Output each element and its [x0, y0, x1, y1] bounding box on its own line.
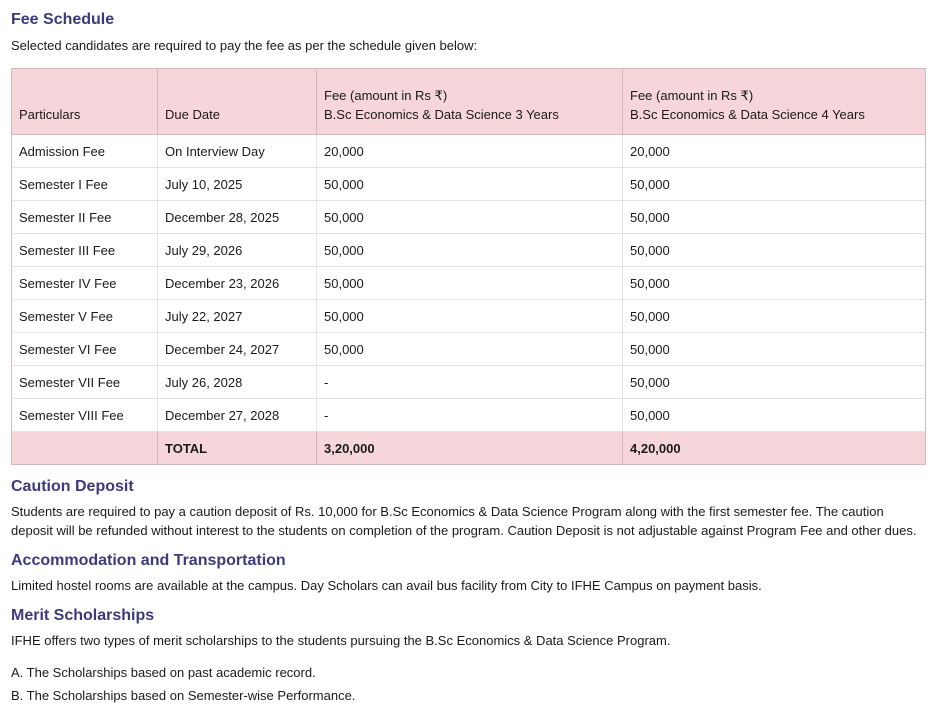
cell-fee-4yr: 50,000 [622, 167, 926, 201]
cell-fee-3yr: 50,000 [316, 233, 623, 267]
cell-fee-4yr: 50,000 [622, 233, 926, 267]
merit-scholarships-heading: Merit Scholarships [11, 607, 155, 624]
header-fee-3yr: Fee (amount in Rs ₹) B.Sc Economics & Dat… [316, 68, 623, 135]
merit-scholarships-text: IFHE offers two types of merit scholarsh… [11, 633, 671, 648]
cell-fee-3yr: 50,000 [316, 266, 623, 300]
cell-due-date: On Interview Day [157, 134, 317, 168]
table-row: Semester IV Fee December 23, 2026 50,000 50… [11, 266, 926, 300]
cell-fee-3yr: 50,000 [316, 200, 623, 234]
table-header-row: Particulars Due Date Fee (amount in Rs ₹… [11, 68, 926, 135]
table-row: Semester VI Fee December 24, 2027 50,000 50… [11, 332, 926, 366]
header-fee-4yr: Fee (amount in Rs ₹) B.Sc Economics & Dat… [622, 68, 926, 135]
cell-fee-4yr: 50,000 [622, 398, 926, 432]
table-row: Admission Fee On Interview Day 20,000 20,00… [11, 134, 926, 168]
cell-due-date: December 24, 2027 [157, 332, 317, 366]
header-program-3yr: B.Sc Economics & Data Science 3 Years [324, 107, 559, 122]
table-row: Semester V Fee July 22, 2027 50,000 50,000 [11, 299, 926, 333]
cell-particular: Semester VI Fee [11, 332, 158, 366]
cell-fee-4yr: 20,000 [622, 134, 926, 168]
total-row: TOTAL 3,20,000 4,20,000 [11, 431, 926, 465]
cell-fee-3yr: 50,000 [316, 299, 623, 333]
cell-fee-4yr: 50,000 [622, 365, 926, 399]
cell-due-date: July 22, 2027 [157, 299, 317, 333]
total-fee-4yr: 4,20,000 [622, 431, 926, 465]
total-particular [11, 431, 158, 465]
header-fee-label: Fee (amount in Rs ₹) [630, 88, 754, 103]
table-row: Semester I Fee July 10, 2025 50,000 50,000 [11, 167, 926, 201]
accommodation-text: Limited hostel rooms are available at th… [11, 578, 762, 593]
cell-fee-4yr: 50,000 [622, 200, 926, 234]
cell-fee-3yr: 20,000 [316, 134, 623, 168]
intro-text: Selected candidates are required to pay … [11, 38, 478, 53]
table-row: Semester VIII Fee December 27, 2028-50,00… [11, 398, 926, 432]
cell-fee-3yr: - [316, 398, 623, 432]
cell-particular: Semester V Fee [11, 299, 158, 333]
cell-fee-3yr: 50,000 [316, 167, 623, 201]
cell-fee-4yr: 50,000 [622, 266, 926, 300]
scholarship-item: A. The Scholarships based on past academ… [11, 665, 316, 680]
cell-fee-4yr: 50,000 [622, 332, 926, 366]
cell-due-date: July 29, 2026 [157, 233, 317, 267]
cell-fee-4yr: 50,000 [622, 299, 926, 333]
cell-due-date: December 27, 2028 [157, 398, 317, 432]
table-row: Semester II Fee December 28, 2025 50,000 50… [11, 200, 926, 234]
cell-fee-3yr: 50,000 [316, 332, 623, 366]
cell-fee-3yr: - [316, 365, 623, 399]
header-particulars: Particulars [11, 68, 158, 135]
cell-particular: Semester VIII Fee [11, 398, 158, 432]
cell-due-date: July 26, 2028 [157, 365, 317, 399]
total-fee-3yr: 3,20,000 [316, 431, 623, 465]
page-title: Fee Schedule [11, 11, 115, 28]
cell-particular: Admission Fee [11, 134, 158, 168]
cell-due-date: July 10, 2025 [157, 167, 317, 201]
header-fee-label: Fee (amount in Rs ₹) [324, 88, 448, 103]
header-program-4yr: B.Sc Economics & Data Science 4 Years [630, 107, 865, 122]
cell-particular: Semester IV Fee [11, 266, 158, 300]
header-due-date: Due Date [157, 68, 317, 135]
caution-deposit-heading: Caution Deposit [11, 478, 134, 495]
cell-particular: Semester VII Fee [11, 365, 158, 399]
table-row: Semester III Fee July 29, 2026 50,000 50,00… [11, 233, 926, 267]
cell-due-date: December 23, 2026 [157, 266, 317, 300]
cell-due-date: December 28, 2025 [157, 200, 317, 234]
cell-particular: Semester II Fee [11, 200, 158, 234]
accommodation-heading: Accommodation and Transportation [11, 552, 286, 569]
cell-particular: Semester III Fee [11, 233, 158, 267]
cell-particular: Semester I Fee [11, 167, 158, 201]
fee-table: Particulars Due Date Fee (amount in Rs ₹… [11, 68, 926, 465]
table-row: Semester VII Fee July 26, 2028-50,000 [11, 365, 926, 399]
scholarship-item: B. The Scholarships based on Semester-wi… [11, 688, 356, 703]
caution-deposit-text: Students are required to pay a caution d… [11, 504, 917, 538]
total-due-date: TOTAL [157, 431, 317, 465]
